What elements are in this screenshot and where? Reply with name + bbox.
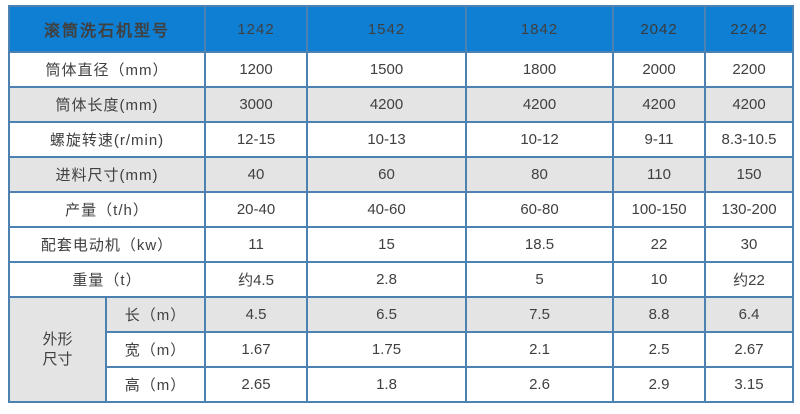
spec-value: 10	[612, 261, 707, 298]
spec-value: 2200	[704, 51, 795, 88]
row-label: 产量（t/h）	[7, 191, 207, 228]
spec-value: 130-200	[704, 191, 795, 228]
row-label: 螺旋转速(r/min)	[7, 121, 207, 158]
spec-value: 2.6	[465, 366, 615, 403]
spec-value: 8.8	[612, 296, 707, 333]
spec-value: 4200	[465, 86, 615, 123]
spec-value: 2.8	[306, 261, 468, 298]
spec-row-weight: 重量（t） 约4.5 2.8 5 10 约22	[7, 261, 795, 298]
spec-value: 9-11	[612, 121, 707, 158]
spec-row-height: 高（m） 2.65 1.8 2.6 2.9 3.15	[9, 366, 795, 403]
model-header-1242: 1242	[204, 5, 309, 53]
spec-value: 100-150	[612, 191, 707, 228]
row-label: 重量（t）	[7, 261, 207, 298]
spec-value: 1200	[204, 51, 309, 88]
dimension-label-line2: 尺寸	[42, 350, 73, 368]
spec-value: 1500	[306, 51, 468, 88]
spec-value: 40	[204, 156, 309, 193]
spec-value: 4200	[704, 86, 795, 123]
spec-value: 80	[465, 156, 615, 193]
row-label: 筒体直径（mm）	[7, 51, 207, 88]
spec-value: 2.65	[204, 366, 309, 403]
spec-value: 3.15	[704, 366, 795, 403]
row-label: 宽（m）	[104, 331, 207, 368]
spec-value: 2.5	[612, 331, 707, 368]
spec-value: 1800	[465, 51, 615, 88]
spec-value: 约22	[704, 261, 795, 298]
spec-value: 4200	[612, 86, 707, 123]
spec-value: 150	[704, 156, 795, 193]
spec-value: 5	[465, 261, 615, 298]
spec-value: 18.5	[465, 226, 615, 263]
model-header-1542: 1542	[306, 5, 468, 53]
dimension-group-label: 外形 尺寸	[8, 296, 107, 403]
spec-value: 10-12	[465, 121, 615, 158]
spec-table: 滚筒洗石机型号 1242 1542 1842 2042 2242 筒体直径（mm…	[7, 5, 795, 403]
spec-row-drum-diameter: 筒体直径（mm） 1200 1500 1800 2000 2200	[7, 51, 795, 88]
spec-value: 8.3-10.5	[704, 121, 795, 158]
spec-value: 10-13	[306, 121, 468, 158]
spec-value: 4200	[306, 86, 468, 123]
spec-value: 20-40	[204, 191, 309, 228]
row-label: 筒体长度(mm)	[7, 86, 207, 123]
row-label: 高（m）	[104, 366, 207, 403]
spec-value: 2.67	[704, 331, 795, 368]
row-label: 长（m）	[104, 296, 207, 333]
spec-row-length: 外形 尺寸 长（m） 4.5 6.5 7.5 8.8 6.4	[8, 296, 795, 403]
spec-value: 4.5	[204, 296, 309, 333]
spec-value: 110	[612, 156, 707, 193]
spec-row-spiral-speed: 螺旋转速(r/min) 12-15 10-13 10-12 9-11 8.3-1…	[7, 121, 795, 158]
spec-row-drum-length: 筒体长度(mm) 3000 4200 4200 4200 4200	[7, 86, 795, 123]
spec-row-motor-power: 配套电动机（kw） 11 15 18.5 22 30	[7, 226, 795, 263]
spec-row-capacity: 产量（t/h） 20-40 40-60 60-80 100-150 130-20…	[7, 191, 795, 228]
spec-value: 2000	[612, 51, 707, 88]
spec-value: 1.75	[306, 331, 468, 368]
spec-row-width: 宽（m） 1.67 1.75 2.1 2.5 2.67	[9, 331, 795, 368]
spec-value: 1.67	[204, 331, 309, 368]
spec-value: 60-80	[465, 191, 615, 228]
spec-value: 11	[204, 226, 309, 263]
dimension-label-line1: 外形	[42, 331, 73, 348]
spec-value: 30	[704, 226, 795, 263]
spec-table-container: 滚筒洗石机型号 1242 1542 1842 2042 2242 筒体直径（mm…	[7, 5, 795, 403]
model-header-2042: 2042	[612, 5, 707, 53]
row-label: 配套电动机（kw）	[7, 226, 207, 263]
spec-value: 22	[612, 226, 707, 263]
spec-value: 12-15	[204, 121, 309, 158]
spec-value: 3000	[204, 86, 309, 123]
spec-value: 6.4	[704, 296, 795, 333]
spec-value: 约4.5	[204, 261, 309, 298]
spec-value: 6.5	[306, 296, 468, 333]
spec-row-feed-size: 进料尺寸(mm) 40 60 80 110 150	[7, 156, 795, 193]
row-label: 进料尺寸(mm)	[7, 156, 207, 193]
table-title: 滚筒洗石机型号	[7, 5, 207, 53]
spec-value: 2.1	[465, 331, 615, 368]
spec-value: 40-60	[306, 191, 468, 228]
spec-value: 15	[306, 226, 468, 263]
header-row: 滚筒洗石机型号 1242 1542 1842 2042 2242	[7, 5, 795, 53]
spec-value: 7.5	[465, 296, 615, 333]
model-header-1842: 1842	[465, 5, 615, 53]
spec-value: 2.9	[612, 366, 707, 403]
model-header-2242: 2242	[704, 5, 795, 53]
spec-value: 1.8	[306, 366, 468, 403]
spec-value: 60	[306, 156, 468, 193]
